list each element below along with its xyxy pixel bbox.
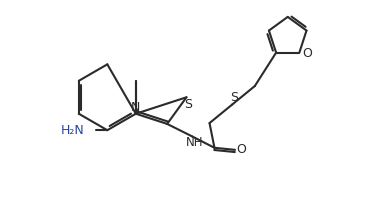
Text: N: N bbox=[131, 101, 140, 114]
Text: NH: NH bbox=[186, 136, 203, 149]
Text: S: S bbox=[230, 91, 238, 104]
Text: H₂N: H₂N bbox=[61, 124, 85, 137]
Text: S: S bbox=[184, 98, 192, 111]
Text: O: O bbox=[302, 47, 312, 60]
Text: O: O bbox=[236, 143, 246, 156]
